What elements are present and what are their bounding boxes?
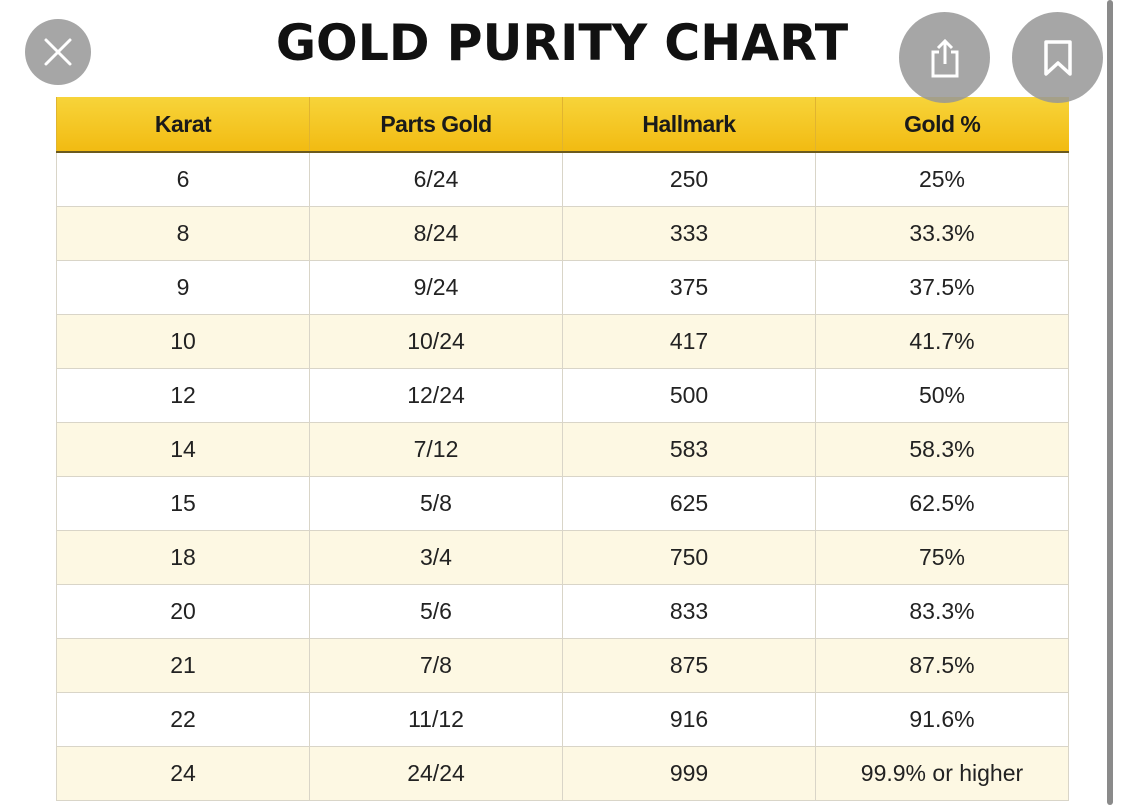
table-cell: 8/24 [309,206,563,261]
table-cell: 6/24 [309,151,563,207]
column-header: Gold % [815,97,1069,153]
table-cell: 83.3% [815,584,1069,639]
table-cell: 87.5% [815,638,1069,693]
table-cell: 5/6 [309,584,563,639]
share-button[interactable] [899,12,990,103]
table-row: 6 6/24 250 25% [56,151,1069,207]
table-cell: 33.3% [815,206,1069,261]
table-cell: 75% [815,530,1069,585]
table-cell: 24/24 [309,746,563,801]
table-cell: 14 [56,422,310,477]
table-cell: 7/12 [309,422,563,477]
table-cell: 250 [562,151,816,207]
table-cell: 7/8 [309,638,563,693]
table-row: 24 24/24 999 99.9% or higher [56,746,1069,801]
scrollbar[interactable] [1107,0,1113,805]
table-cell: 999 [562,746,816,801]
table-cell: 5/8 [309,476,563,531]
table-cell: 91.6% [815,692,1069,747]
table-cell: 8 [56,206,310,261]
table-cell: 750 [562,530,816,585]
table-cell: 62.5% [815,476,1069,531]
table-cell: 333 [562,206,816,261]
table-row: 8 8/24 333 33.3% [56,206,1069,261]
table-cell: 58.3% [815,422,1069,477]
table-cell: 18 [56,530,310,585]
table-cell: 9 [56,260,310,315]
share-icon [931,38,958,77]
table-cell: 375 [562,260,816,315]
bookmark-icon [1043,39,1072,76]
bookmark-button[interactable] [1012,12,1103,103]
table-cell: 24 [56,746,310,801]
table-cell: 99.9% or higher [815,746,1069,801]
table-row: 18 3/4 750 75% [56,530,1069,585]
chart-title: GOLD PURITY CHART [275,14,849,72]
table-cell: 15 [56,476,310,531]
table-row: 10 10/24 417 41.7% [56,314,1069,369]
table-cell: 50% [815,368,1069,423]
table-cell: 9/24 [309,260,563,315]
close-button[interactable] [25,19,91,85]
table-row: 21 7/8 875 87.5% [56,638,1069,693]
table-row: 14 7/12 583 58.3% [56,422,1069,477]
table-header-row: Karat Parts Gold Hallmark Gold % [56,97,1069,153]
table-cell: 21 [56,638,310,693]
table-cell: 916 [562,692,816,747]
table-cell: 583 [562,422,816,477]
table-cell: 6 [56,151,310,207]
table-cell: 417 [562,314,816,369]
table-cell: 625 [562,476,816,531]
table-row: 22 11/12 916 91.6% [56,692,1069,747]
table-cell: 11/12 [309,692,563,747]
table-cell: 10/24 [309,314,563,369]
table-cell: 12/24 [309,368,563,423]
column-header: Parts Gold [309,97,563,153]
column-header: Karat [56,97,310,153]
table-cell: 41.7% [815,314,1069,369]
table-cell: 875 [562,638,816,693]
table-cell: 500 [562,368,816,423]
table-row: 20 5/6 833 83.3% [56,584,1069,639]
column-header: Hallmark [562,97,816,153]
table-cell: 25% [815,151,1069,207]
table-row: 9 9/24 375 37.5% [56,260,1069,315]
table-row: 12 12/24 500 50% [56,368,1069,423]
gold-purity-table: Karat Parts Gold Hallmark Gold % 6 6/24 250 25… [56,97,1069,801]
table-row: 15 5/8 625 62.5% [56,476,1069,531]
close-icon [44,38,72,66]
table-cell: 22 [56,692,310,747]
table-cell: 10 [56,314,310,369]
table-cell: 12 [56,368,310,423]
table-cell: 833 [562,584,816,639]
table-cell: 37.5% [815,260,1069,315]
table-cell: 20 [56,584,310,639]
table-cell: 3/4 [309,530,563,585]
